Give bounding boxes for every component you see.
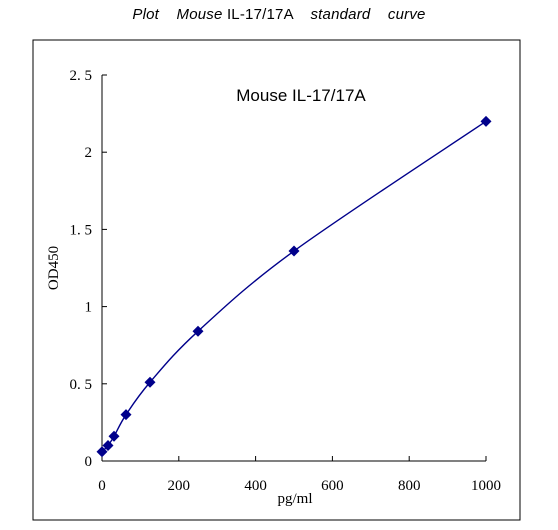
x-tick-label: 1000 (471, 478, 501, 494)
title-antigen: IL-17/17A (226, 6, 293, 23)
chart-border (32, 39, 521, 521)
x-axis-label: pg/ml (277, 491, 312, 507)
data-point (102, 440, 114, 452)
y-axis-label: OD450 (46, 246, 62, 290)
data-point (96, 446, 108, 458)
data-point (480, 115, 492, 127)
x-tick-label: 0 (98, 478, 106, 494)
data-point (192, 325, 204, 337)
y-tick-label: 0. 5 (70, 377, 93, 393)
page-title: Plot Mouse IL-17/17A standard curve (0, 6, 558, 23)
x-tick-label: 800 (398, 478, 421, 494)
y-tick-label: 2 (85, 145, 93, 161)
chart-title: Mouse IL-17/17A (236, 86, 366, 105)
title-curve: curve (387, 6, 426, 23)
title-standard: standard (310, 6, 371, 23)
title-plot: Plot (132, 6, 160, 23)
y-tick-label: 0 (85, 454, 93, 470)
title-mouse: Mouse (176, 6, 223, 23)
data-point (108, 430, 120, 442)
data-point (288, 245, 300, 257)
data-point (120, 409, 132, 421)
x-tick-label: 400 (244, 478, 267, 494)
y-tick-label: 2. 5 (70, 68, 93, 84)
x-tick-label: 600 (321, 478, 344, 494)
y-tick-label: 1. 5 (70, 222, 93, 238)
fit-curve (101, 120, 487, 453)
y-tick-label: 1 (85, 300, 93, 316)
axes: 0 0. 5 1 1. 5 2 2. 5 0 200 400 600 800 1000 (70, 68, 502, 494)
data-points (96, 115, 492, 458)
x-tick-label: 200 (168, 478, 191, 494)
data-point (144, 376, 156, 388)
